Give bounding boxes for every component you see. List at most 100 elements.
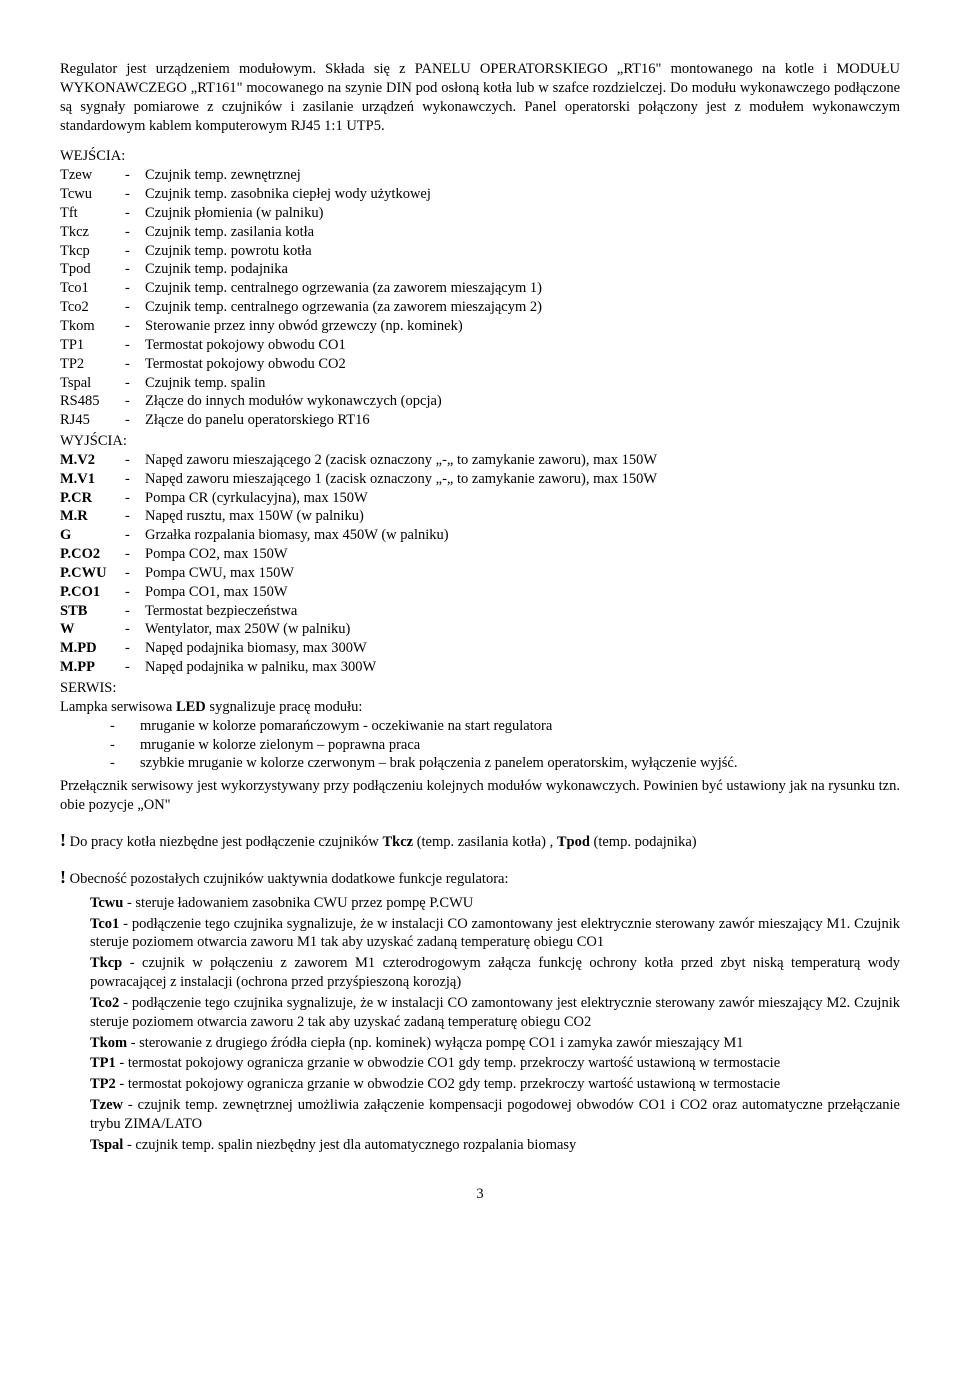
sensor-desc: - steruje ładowaniem zasobnika CWU przez… — [123, 895, 473, 911]
sensor-label: Tkcp — [90, 955, 122, 971]
io-label: Tkcz — [60, 223, 125, 242]
sensor-block: Tcwu - steruje ładowaniem zasobnika CWU … — [90, 894, 900, 1155]
serwis-paragraph: Przełącznik serwisowy jest wykorzystywan… — [60, 777, 900, 815]
io-row: RS485-Złącze do innych modułów wykonawcz… — [60, 392, 900, 411]
sensor-label: Tcwu — [90, 895, 123, 911]
io-label: Tcwu — [60, 185, 125, 204]
io-dash: - — [125, 526, 145, 545]
io-label: Tkom — [60, 317, 125, 336]
io-label: Tpod — [60, 260, 125, 279]
io-desc: Termostat pokojowy obwodu CO1 — [145, 336, 900, 355]
io-label: G — [60, 526, 125, 545]
io-row: Tcwu-Czujnik temp. zasobnika ciepłej wod… — [60, 185, 900, 204]
sensor-item: Tkcp - czujnik w połączeniu z zaworem M1… — [90, 954, 900, 992]
io-desc: Czujnik temp. centralnego ogrzewania (za… — [145, 298, 900, 317]
io-dash: - — [125, 639, 145, 658]
serwis-item: -mruganie w kolorze zielonym – poprawna … — [60, 736, 900, 755]
note2: ! Obecność pozostałych czujników uaktywn… — [60, 866, 900, 889]
io-row: TP1-Termostat pokojowy obwodu CO1 — [60, 336, 900, 355]
dash-icon: - — [110, 736, 140, 755]
note2-text: Obecność pozostałych czujników uaktywnia… — [66, 871, 509, 887]
sensor-item: TP2 - termostat pokojowy ogranicza grzan… — [90, 1075, 900, 1094]
wyjscia-heading: WYJŚCIA: — [60, 432, 900, 451]
io-desc: Pompa CWU, max 150W — [145, 564, 900, 583]
serwis-text: mruganie w kolorze pomarańczowym - oczek… — [140, 717, 900, 736]
io-desc: Czujnik temp. podajnika — [145, 260, 900, 279]
wyjscia-table: M.V2-Napęd zaworu mieszającego 2 (zacisk… — [60, 451, 900, 677]
io-desc: Złącze do panelu operatorskiego RT16 — [145, 411, 900, 430]
io-desc: Termostat pokojowy obwodu CO2 — [145, 355, 900, 374]
sensor-item: Tkom - sterowanie z drugiego źródła ciep… — [90, 1034, 900, 1053]
sensor-label: Tco1 — [90, 916, 119, 932]
io-dash: - — [125, 336, 145, 355]
io-dash: - — [125, 451, 145, 470]
io-desc: Napęd zaworu mieszającego 1 (zacisk ozna… — [145, 470, 900, 489]
io-label: P.CO2 — [60, 545, 125, 564]
sensor-label: Tzew — [90, 1097, 123, 1113]
io-row: P.CR-Pompa CR (cyrkulacyjna), max 150W — [60, 489, 900, 508]
note1-mid1: (temp. zasilania kotła) , — [413, 834, 557, 850]
io-desc: Napęd podajnika w palniku, max 300W — [145, 658, 900, 677]
note1-pre: Do pracy kotła niezbędne jest podłączeni… — [66, 834, 382, 850]
io-label: Tft — [60, 204, 125, 223]
io-dash: - — [125, 545, 145, 564]
io-dash: - — [125, 392, 145, 411]
io-desc: Grzałka rozpalania biomasy, max 450W (w … — [145, 526, 900, 545]
io-desc: Napęd podajnika biomasy, max 300W — [145, 639, 900, 658]
io-desc: Czujnik temp. zewnętrznej — [145, 166, 900, 185]
serwis-text: szybkie mruganie w kolorze czerwonym – b… — [140, 754, 900, 773]
io-dash: - — [125, 355, 145, 374]
intro-paragraph: Regulator jest urządzeniem modułowym. Sk… — [60, 60, 900, 135]
wejscia-heading: WEJŚCIA: — [60, 147, 900, 166]
io-row: M.PP-Napęd podajnika w palniku, max 300W — [60, 658, 900, 677]
note1-tpod: Tpod — [557, 834, 590, 850]
io-row: Tkom-Sterowanie przez inny obwód grzewcz… — [60, 317, 900, 336]
io-dash: - — [125, 507, 145, 526]
io-label: P.CO1 — [60, 583, 125, 602]
io-desc: Pompa CO1, max 150W — [145, 583, 900, 602]
io-desc: Czujnik temp. powrotu kotła — [145, 242, 900, 261]
io-row: Tco2-Czujnik temp. centralnego ogrzewani… — [60, 298, 900, 317]
io-label: Tspal — [60, 374, 125, 393]
io-label: Tco1 — [60, 279, 125, 298]
io-desc: Czujnik płomienia (w palniku) — [145, 204, 900, 223]
sensor-item: TP1 - termostat pokojowy ogranicza grzan… — [90, 1054, 900, 1073]
io-dash: - — [125, 223, 145, 242]
io-row: M.V1-Napęd zaworu mieszającego 1 (zacisk… — [60, 470, 900, 489]
io-dash: - — [125, 166, 145, 185]
io-label: Tco2 — [60, 298, 125, 317]
io-row: M.PD-Napęd podajnika biomasy, max 300W — [60, 639, 900, 658]
serwis-intro-bold: LED — [176, 699, 206, 715]
sensor-label: TP1 — [90, 1055, 116, 1071]
io-label: M.V2 — [60, 451, 125, 470]
sensor-desc: - czujnik temp. spalin niezbędny jest dl… — [123, 1137, 576, 1153]
io-dash: - — [125, 564, 145, 583]
dash-icon: - — [110, 717, 140, 736]
io-label: TP2 — [60, 355, 125, 374]
io-desc: Wentylator, max 250W (w palniku) — [145, 620, 900, 639]
io-row: P.CO1-Pompa CO1, max 150W — [60, 583, 900, 602]
sensor-desc: - czujnik temp. zewnętrznej umożliwia za… — [90, 1097, 900, 1132]
io-row: RJ45-Złącze do panelu operatorskiego RT1… — [60, 411, 900, 430]
io-dash: - — [125, 411, 145, 430]
io-dash: - — [125, 620, 145, 639]
serwis-item: -szybkie mruganie w kolorze czerwonym – … — [60, 754, 900, 773]
io-label: W — [60, 620, 125, 639]
serwis-item: -mruganie w kolorze pomarańczowym - ocze… — [60, 717, 900, 736]
io-desc: Złącze do innych modułów wykonawczych (o… — [145, 392, 900, 411]
note1-tkcz: Tkcz — [382, 834, 413, 850]
io-row: W-Wentylator, max 250W (w palniku) — [60, 620, 900, 639]
io-row: Tkcz-Czujnik temp. zasilania kotła — [60, 223, 900, 242]
io-row: M.R-Napęd rusztu, max 150W (w palniku) — [60, 507, 900, 526]
serwis-intro-pre: Lampka serwisowa — [60, 699, 176, 715]
io-dash: - — [125, 298, 145, 317]
io-desc: Napęd zaworu mieszającego 2 (zacisk ozna… — [145, 451, 900, 470]
io-row: TP2-Termostat pokojowy obwodu CO2 — [60, 355, 900, 374]
io-label: M.V1 — [60, 470, 125, 489]
serwis-list: -mruganie w kolorze pomarańczowym - ocze… — [60, 717, 900, 774]
io-dash: - — [125, 317, 145, 336]
sensor-label: Tco2 — [90, 995, 119, 1011]
io-desc: Czujnik temp. zasilania kotła — [145, 223, 900, 242]
io-label: M.R — [60, 507, 125, 526]
io-label: TP1 — [60, 336, 125, 355]
